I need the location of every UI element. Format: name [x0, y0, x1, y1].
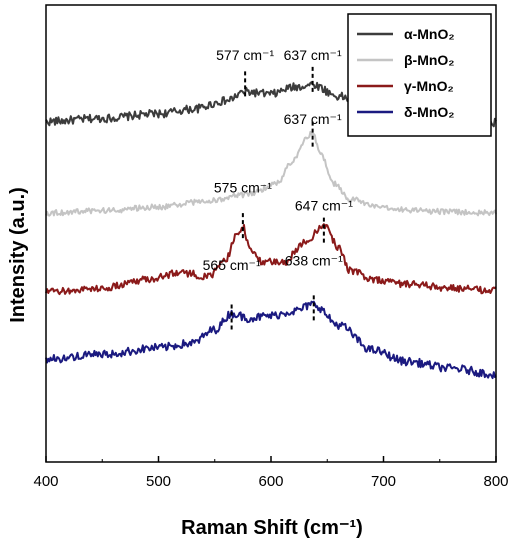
- y-axis-title: Intensity (a.u.): [7, 187, 29, 323]
- peak-label-1: 637 cm⁻¹: [284, 47, 342, 63]
- x-tick-label-2: 600: [258, 473, 283, 490]
- peak-label-4: 647 cm⁻¹: [295, 198, 353, 214]
- legend-label-1: β-MnO₂: [404, 52, 455, 68]
- legend: α-MnO₂ β-MnO₂ γ-MnO₂ δ-MnO₂: [347, 13, 492, 137]
- legend-label-2: γ-MnO₂: [404, 78, 454, 94]
- x-tick-label-1: 500: [146, 473, 171, 490]
- annotation-layer: 577 cm⁻¹ 637 cm⁻¹ 637 cm⁻¹ 575 cm⁻¹ 647 cm⁻¹…: [203, 47, 353, 330]
- legend-label-0: α-MnO₂: [404, 26, 455, 42]
- legend-label-3: δ-MnO₂: [404, 104, 454, 120]
- peak-label-0: 577 cm⁻¹: [216, 47, 274, 63]
- peak-label-3: 575 cm⁻¹: [214, 179, 272, 195]
- x-tick-label-0: 400: [33, 473, 58, 490]
- series-line-1: [45, 130, 497, 217]
- peak-label-5: 565 cm⁻¹: [203, 257, 261, 273]
- x-tick-label-3: 700: [371, 473, 396, 490]
- peak-label-6: 638 cm⁻¹: [285, 252, 343, 268]
- series-line-3: [45, 300, 497, 380]
- axes-layer: 400 500 600 700 800: [33, 4, 509, 490]
- x-tick-label-4: 800: [483, 473, 508, 490]
- series-line-2: [45, 223, 497, 296]
- peak-label-2: 637 cm⁻¹: [284, 111, 342, 127]
- x-axis-title: Raman Shift (cm⁻¹): [181, 517, 363, 539]
